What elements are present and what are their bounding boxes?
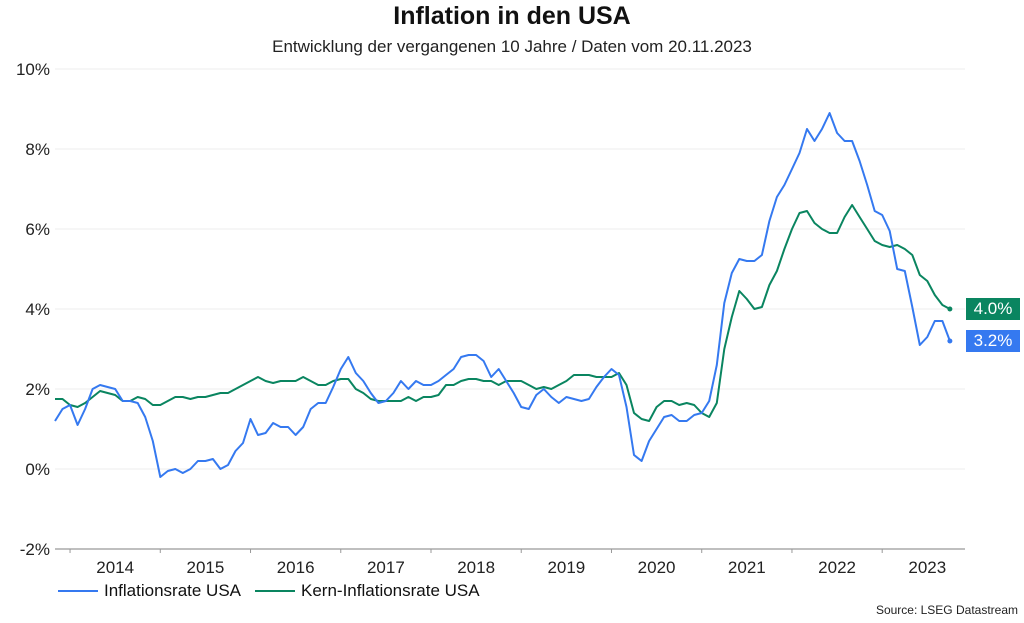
end-point-inflation <box>947 338 953 344</box>
y-tick-label: 4% <box>25 300 50 319</box>
x-tick-label: 2020 <box>638 558 676 577</box>
y-tick-label: 0% <box>25 460 50 479</box>
legend-label-core-inflation: Kern-Inflationsrate USA <box>301 581 480 600</box>
end-label-core-inflation: 4.0% <box>966 298 1020 320</box>
x-tick-label: 2014 <box>96 558 134 577</box>
legend-label-inflation: Inflationsrate USA <box>104 581 242 600</box>
x-tick-label: 2019 <box>547 558 585 577</box>
x-tick-label: 2021 <box>728 558 766 577</box>
legend-item-core-inflation[interactable]: Kern-Inflationsrate USA <box>255 581 480 601</box>
x-tick-label: 2016 <box>277 558 315 577</box>
y-tick-label: 2% <box>25 380 50 399</box>
legend-item-inflation[interactable]: Inflationsrate USA <box>58 581 241 601</box>
chart-title: Inflation in den USA <box>393 2 631 30</box>
end-point-core-inflation <box>947 306 953 312</box>
source-note: Source: LSEG Datastream <box>875 603 1018 617</box>
x-tick-label: 2018 <box>457 558 495 577</box>
legend-swatch-core-inflation <box>255 590 296 592</box>
y-tick-label: 8% <box>25 140 50 159</box>
series-line-core-inflation <box>55 204 951 422</box>
y-tick-label: 6% <box>25 220 50 239</box>
x-tick-label: 2023 <box>908 558 946 577</box>
x-tick-label: 2015 <box>186 558 224 577</box>
legend-swatch-inflation <box>58 590 98 592</box>
legend: Inflationsrate USA Kern-Inflationsrate U… <box>58 581 480 601</box>
x-tick-label: 2022 <box>818 558 856 577</box>
chart-subtitle: Entwicklung der vergangenen 10 Jahre / D… <box>272 37 752 56</box>
y-tick-label: -2% <box>20 540 50 559</box>
x-tick-label: 2017 <box>367 558 405 577</box>
series-line-inflation <box>54 112 951 478</box>
end-label-inflation: 3.2% <box>966 330 1020 352</box>
y-tick-label: 10% <box>16 60 50 79</box>
